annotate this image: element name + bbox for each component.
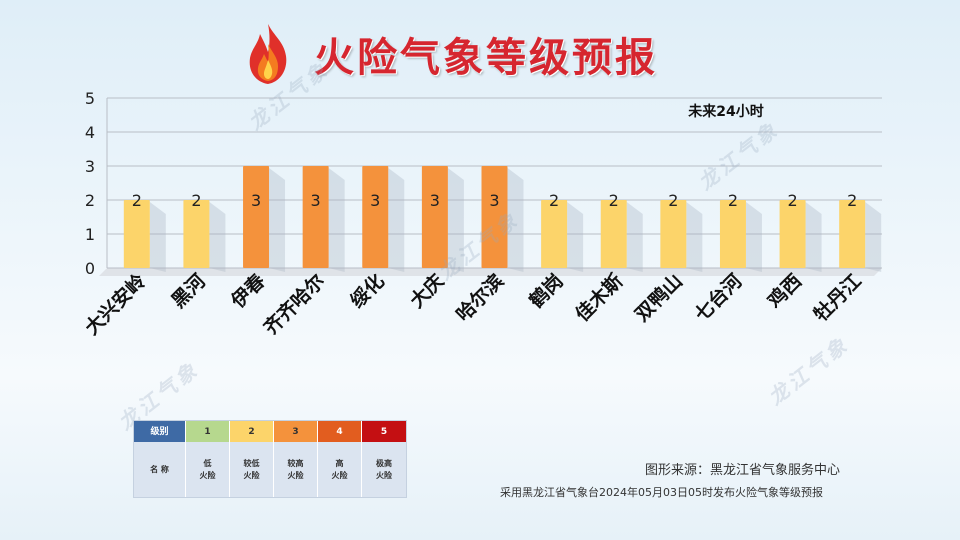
data-label: 2 — [549, 191, 559, 210]
legend-level-4: 4 — [318, 421, 362, 442]
data-label: 2 — [132, 191, 142, 210]
y-tick-label: 3 — [85, 157, 95, 176]
y-tick-label: 4 — [85, 123, 95, 142]
data-label: 2 — [191, 191, 201, 210]
bar — [719, 200, 746, 268]
legend-level-3: 3 — [274, 421, 318, 442]
legend-name-line: 火险 — [287, 470, 304, 480]
data-label: 2 — [668, 191, 678, 210]
bar — [660, 200, 687, 268]
legend-level-1: 1 — [186, 421, 230, 442]
data-label: 3 — [311, 191, 321, 210]
y-tick-label: 0 — [85, 259, 95, 278]
bar-shadow — [447, 168, 464, 272]
bar-shadow — [567, 202, 584, 272]
bar — [839, 200, 866, 268]
legend-name-line: 火险 — [199, 470, 216, 480]
bar-shadow — [626, 202, 643, 272]
legend-level-2: 2 — [230, 421, 274, 442]
legend-header-row: 级别 1 2 3 4 5 — [134, 421, 406, 442]
data-label: 3 — [370, 191, 380, 210]
x-tick-label: 双鸭山 — [630, 269, 687, 326]
data-label: 2 — [609, 191, 619, 210]
data-label: 3 — [430, 191, 440, 210]
bar — [302, 166, 329, 268]
bar — [481, 166, 508, 268]
legend-level-5: 5 — [362, 421, 406, 442]
legend-name-line: 较高 — [287, 458, 304, 468]
footnote-text: 采用黑龙江省气象台2024年05月03日05时发布火险气象等级预报 — [500, 486, 823, 499]
data-label: 3 — [251, 191, 261, 210]
bar-shadow — [686, 202, 703, 272]
legend-name-1: 低 火险 — [186, 442, 230, 497]
chart-floor — [99, 268, 882, 276]
x-tick-label: 齐齐哈尔 — [259, 269, 329, 339]
legend-name-label: 名 称 — [134, 442, 186, 497]
legend-name-line: 高 — [335, 458, 344, 468]
y-tick-label: 5 — [85, 89, 95, 108]
x-tick-label: 七台河 — [690, 269, 747, 326]
bar-shadow — [209, 202, 226, 272]
bar-shadow — [745, 202, 762, 272]
y-tick-label: 2 — [85, 191, 95, 210]
flame-icon — [249, 24, 287, 84]
fire-level-legend: 级别 1 2 3 4 5 名 称 低 火险 较低 火险 较高 火险 高 火险 极… — [133, 420, 407, 498]
page-title: 火险气象等级预报 — [314, 35, 658, 81]
bar-shadow — [805, 202, 822, 272]
bar — [362, 166, 389, 268]
bar — [779, 200, 806, 268]
chart-annotation: 未来24小时 — [688, 103, 763, 120]
bar-shadow — [388, 168, 405, 272]
legend-name-line: 火险 — [331, 470, 348, 480]
bar — [541, 200, 568, 268]
bar — [123, 200, 150, 268]
legend-name-line: 火险 — [376, 470, 392, 480]
bar — [600, 200, 627, 268]
bar — [243, 166, 270, 268]
source-text: 图形来源：黑龙江省气象服务中心 — [644, 463, 840, 478]
legend-name-line: 较低 — [243, 458, 260, 468]
data-label: 2 — [728, 191, 738, 210]
legend-name-line: 低 — [203, 458, 212, 468]
bar-shadow — [865, 202, 882, 272]
legend-name-2: 较低 火险 — [230, 442, 274, 497]
x-tick-label: 黑河 — [168, 270, 210, 312]
legend-name-line: 极高 — [376, 458, 392, 468]
x-tick-label: 牡丹江 — [810, 270, 866, 326]
x-tick-label: 哈尔滨 — [451, 269, 508, 326]
bar — [183, 200, 210, 268]
legend-name-3: 较高 火险 — [274, 442, 318, 497]
x-tick-label: 大兴安岭 — [80, 269, 150, 339]
bar-shadow — [269, 168, 286, 272]
bar-shadow — [149, 202, 166, 272]
title-bar: 火险气象等级预报 — [244, 22, 658, 86]
data-label: 3 — [489, 191, 499, 210]
legend-name-line: 火险 — [243, 470, 260, 480]
bar-shadow — [507, 168, 524, 272]
x-tick-label: 佳木斯 — [571, 269, 628, 326]
legend-name-4: 高 火险 — [318, 442, 362, 497]
bar-shadow — [328, 168, 345, 272]
data-label: 2 — [787, 191, 797, 210]
legend-name-5: 极高 火险 — [362, 442, 406, 497]
legend-name-row: 名 称 低 火险 较低 火险 较高 火险 高 火险 极高 火险 — [134, 442, 406, 497]
data-label: 2 — [847, 191, 857, 210]
bar — [421, 166, 448, 268]
y-tick-label: 1 — [85, 225, 95, 244]
legend-header-label: 级别 — [134, 421, 186, 442]
